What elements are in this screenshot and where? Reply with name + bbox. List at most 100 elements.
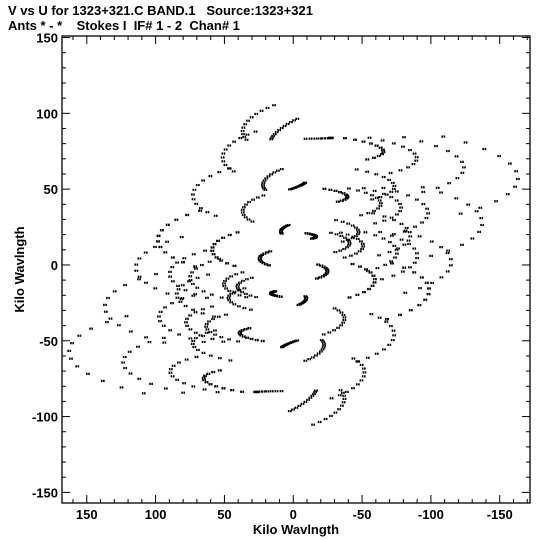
uv-point xyxy=(249,276,252,279)
uv-point xyxy=(445,270,448,273)
uv-point xyxy=(263,181,266,184)
uv-point xyxy=(402,136,404,139)
uv-point xyxy=(398,247,400,250)
uv-point xyxy=(203,351,206,354)
uv-point xyxy=(423,186,425,189)
uv-point xyxy=(247,200,249,204)
uv-point xyxy=(317,420,320,424)
uv-point xyxy=(355,237,358,241)
uv-point xyxy=(381,148,383,151)
uv-point xyxy=(239,334,241,337)
uv-point xyxy=(268,250,270,253)
uv-point xyxy=(410,235,413,238)
uv-point xyxy=(210,249,212,252)
uv-point xyxy=(347,244,349,247)
uv-point xyxy=(334,219,336,222)
uv-point xyxy=(201,340,204,344)
uv-point xyxy=(227,289,230,293)
uv-point xyxy=(225,148,228,151)
uv-point xyxy=(260,255,263,258)
uv-point xyxy=(190,328,193,331)
uv-point xyxy=(177,296,180,299)
uv-point xyxy=(193,336,196,340)
axis-ticks xyxy=(62,36,530,503)
x-tick-label: -50 xyxy=(353,507,372,522)
uv-point xyxy=(265,188,268,191)
uv-point xyxy=(405,230,407,233)
uv-point xyxy=(245,216,248,219)
uv-point xyxy=(234,303,237,306)
uv-point xyxy=(212,315,214,318)
uv-point xyxy=(389,260,391,263)
uv-point xyxy=(435,186,438,189)
uv-point xyxy=(296,406,299,409)
uv-point xyxy=(340,220,343,223)
uv-point xyxy=(305,299,307,303)
uv-point xyxy=(134,263,136,266)
uv-point xyxy=(403,145,405,148)
uv-point xyxy=(318,276,320,279)
uv-point xyxy=(342,318,345,322)
uv-point xyxy=(246,218,249,221)
uv-point xyxy=(239,305,241,308)
uv-point xyxy=(276,390,279,393)
uv-point xyxy=(344,197,347,200)
uv-point xyxy=(217,171,220,174)
uv-point xyxy=(221,160,224,163)
uv-point xyxy=(400,313,402,317)
uv-point xyxy=(188,328,191,331)
uv-point xyxy=(348,254,351,257)
uv-point xyxy=(177,361,179,364)
uv-point xyxy=(217,391,220,394)
x-axis-label: Kilo Wavlngth xyxy=(253,522,339,537)
uv-point xyxy=(193,193,195,196)
uv-point xyxy=(329,331,332,334)
uv-point xyxy=(238,281,240,284)
uv-point xyxy=(340,240,343,243)
uv-point xyxy=(223,148,226,151)
uv-point xyxy=(341,231,343,234)
uv-point xyxy=(310,356,313,359)
uv-point xyxy=(355,360,358,363)
uv-point xyxy=(318,352,321,355)
uv-point xyxy=(342,220,345,223)
uv-point xyxy=(282,124,285,128)
uv-point xyxy=(344,247,347,251)
uv-point xyxy=(211,253,214,256)
uv-point xyxy=(226,313,228,316)
uv-point xyxy=(282,346,284,349)
uv-point xyxy=(404,266,407,269)
uv-point xyxy=(323,340,326,343)
uv-point xyxy=(412,152,415,155)
uv-point xyxy=(394,233,396,236)
uv-point xyxy=(322,344,324,347)
uv-point xyxy=(391,196,394,199)
uv-point xyxy=(149,382,151,385)
uv-point xyxy=(170,329,173,332)
uv-point xyxy=(424,281,427,284)
uv-point xyxy=(256,112,259,116)
uv-point xyxy=(380,204,383,207)
uv-point xyxy=(149,340,152,344)
uv-point xyxy=(190,282,193,286)
x-tick-label: 100 xyxy=(145,507,167,522)
uv-point xyxy=(372,198,375,201)
uv-point xyxy=(361,379,364,382)
uv-point xyxy=(208,383,211,386)
uv-point xyxy=(389,190,392,193)
uv-point xyxy=(335,411,338,414)
uv-point xyxy=(245,336,247,339)
uv-point xyxy=(137,278,139,281)
uv-point xyxy=(316,389,318,392)
uv-point xyxy=(223,160,226,163)
uv-point xyxy=(288,188,290,191)
uv-point xyxy=(307,358,309,361)
uv-point xyxy=(331,231,333,234)
uv-point xyxy=(201,351,204,354)
uv-point xyxy=(227,294,229,297)
uv-point xyxy=(429,287,431,290)
uv-point xyxy=(420,221,422,224)
uv-point xyxy=(137,377,139,380)
uv-point xyxy=(242,271,245,274)
uv-point xyxy=(258,255,261,258)
